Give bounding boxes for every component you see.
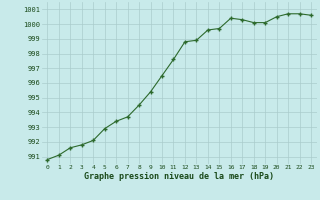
X-axis label: Graphe pression niveau de la mer (hPa): Graphe pression niveau de la mer (hPa)	[84, 172, 274, 181]
